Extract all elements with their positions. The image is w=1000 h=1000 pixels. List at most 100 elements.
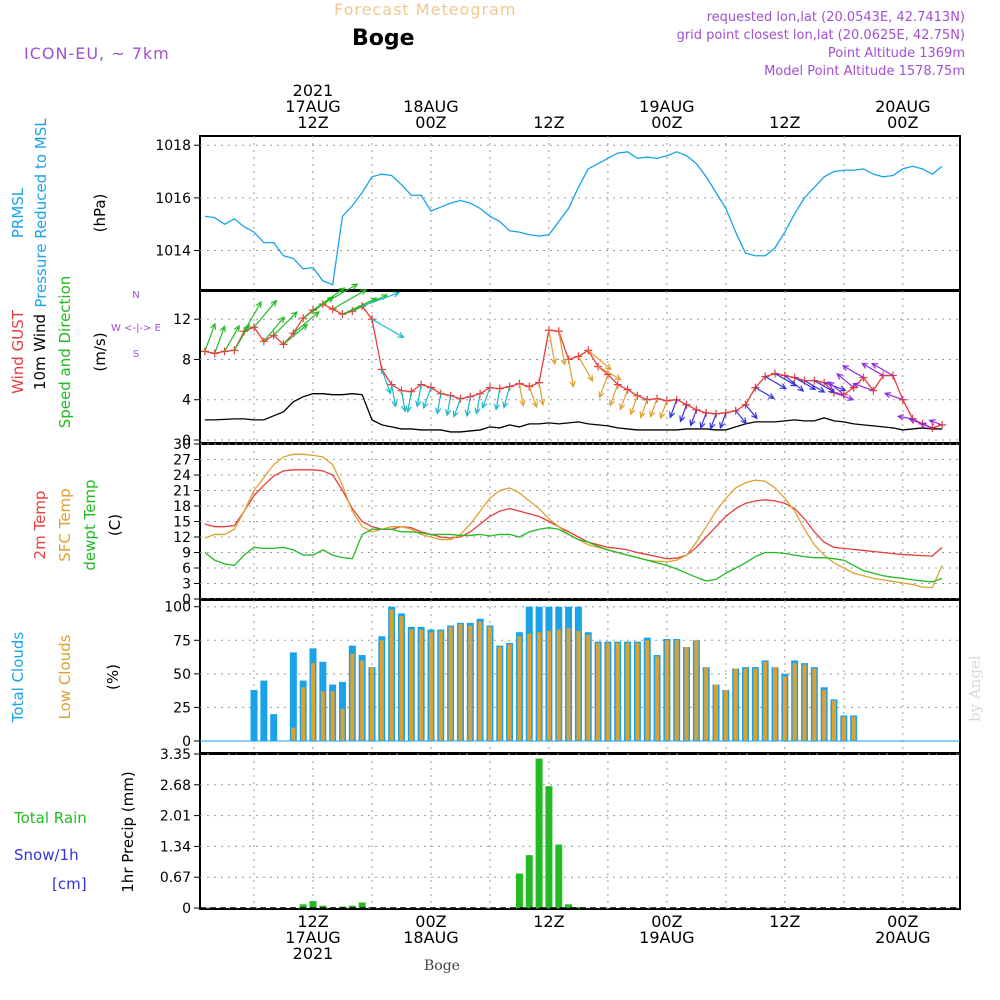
low-cloud-bar [330, 691, 335, 741]
y-tick-label: 1016 [155, 191, 191, 207]
precip-axis-label: 1hr Precip (mm) [119, 771, 137, 892]
gust-marker [829, 388, 838, 397]
rain-bar [299, 904, 307, 908]
y-tick-label: 0 [182, 433, 191, 449]
low-cloud-bar [291, 727, 296, 741]
low-cloud-bar [487, 626, 492, 741]
wind-label: Wind GUST [9, 309, 27, 394]
wind-arrow [764, 376, 788, 390]
gust-marker [250, 323, 259, 332]
wind-arrow [415, 384, 422, 408]
low-cloud-bar [311, 663, 315, 741]
wind-arrow [371, 318, 405, 339]
pressure-label: PRMSL [9, 187, 27, 238]
wind-arrow [444, 395, 452, 417]
low-cloud-bar [782, 676, 787, 741]
wind-arrow [679, 404, 688, 423]
gust-marker [790, 373, 799, 382]
precip-snow-label: Snow/1h [14, 846, 79, 864]
temp-dewpt-line [204, 527, 943, 583]
low-cloud-bar [684, 647, 689, 741]
rain-bar [574, 907, 582, 908]
y-tick-label: 3 [182, 577, 191, 593]
y-tick-label: 2.01 [160, 809, 191, 825]
y-tick-label: 18 [173, 499, 191, 515]
low-cloud-bar [615, 642, 620, 741]
watermark: by Angel [966, 655, 984, 722]
time-label-top: 12Z [297, 113, 328, 132]
precip-rain-label: Total Rain [13, 809, 87, 827]
point-altitude: Point Altitude 1369m [827, 46, 965, 61]
wind-arrow [852, 382, 874, 392]
gust-marker [761, 372, 770, 381]
low-cloud-bar [586, 634, 591, 741]
low-cloud-bar [438, 630, 443, 741]
y-tick-label: 8 [182, 352, 191, 368]
gust-marker [613, 380, 622, 389]
low-cloud-bar [566, 628, 571, 741]
clouds-label: Low Clouds [56, 634, 74, 719]
y-tick-label: 4 [182, 393, 191, 409]
rain-bar [319, 905, 327, 908]
wind-arrow [474, 393, 481, 415]
y-tick-label: 1018 [155, 138, 191, 154]
wind-arrow [699, 412, 707, 430]
wind-arrow [422, 387, 432, 410]
wind-arrow [735, 410, 748, 425]
wind-arrow [883, 392, 904, 401]
wind-arrow [391, 384, 398, 408]
low-cloud-bar [507, 644, 512, 741]
wind-arrow [919, 422, 933, 429]
gust-marker [367, 315, 376, 324]
requested-coords: requested lon,lat (20.0543E, 42.7413N) [706, 10, 965, 25]
wind-arrow [538, 382, 546, 407]
wind-arrow [833, 392, 855, 401]
y-tick-label: 21 [173, 484, 191, 500]
model-altitude: Model Point Altitude 1578.75m [764, 64, 965, 79]
wind-arrow [709, 413, 717, 430]
wind-arrow [253, 299, 278, 328]
wind-arrow [435, 393, 442, 415]
wind-arrow [322, 283, 359, 305]
temp-label: SFC Temp [56, 488, 74, 561]
temp-unit: (C) [106, 514, 124, 536]
rain-bar [309, 901, 317, 908]
low-cloud-bar [802, 664, 807, 741]
wind-arrow [827, 381, 845, 396]
pressure-line [204, 151, 943, 286]
gust-marker [210, 349, 219, 358]
y-tick-label: 0 [182, 734, 191, 750]
rain-bar [555, 844, 563, 908]
wind-arrow [464, 396, 471, 418]
precip-snow-unit: [cm] [52, 875, 87, 893]
low-cloud-bar [704, 667, 709, 741]
compass-west-east: W <-|-> E [111, 323, 161, 334]
time-label-top: 12Z [769, 113, 800, 132]
time-label-top: 19AUG [639, 97, 694, 116]
wind-arrow [719, 412, 727, 430]
gust-marker [682, 400, 691, 409]
rain-bar [515, 873, 523, 908]
gust-marker [702, 408, 711, 417]
y-tick-label: 24 [173, 468, 191, 484]
wind-arrow [558, 331, 567, 366]
panel-clouds: 0 25 50 75 100 [164, 599, 961, 754]
wind-speed-line [204, 393, 943, 433]
wind-arrow [608, 384, 619, 407]
wind-arrow [292, 310, 320, 334]
wind-arrow [669, 399, 678, 419]
wind-arrow [312, 287, 346, 311]
low-cloud-bar [753, 668, 758, 741]
wind-arrow [381, 369, 392, 395]
time-label-top: 00Z [887, 113, 918, 132]
low-cloud-bar [369, 667, 374, 741]
y-tick-label: 30 [173, 437, 191, 453]
gust-marker [888, 371, 897, 380]
wind-arrow [214, 324, 226, 354]
y-tick-label: 15 [173, 515, 191, 531]
low-cloud-bar [360, 660, 365, 741]
y-tick-label: 9 [182, 546, 191, 562]
wind-arrow [587, 349, 612, 371]
time-label-bottom: 18AUG [403, 928, 458, 947]
